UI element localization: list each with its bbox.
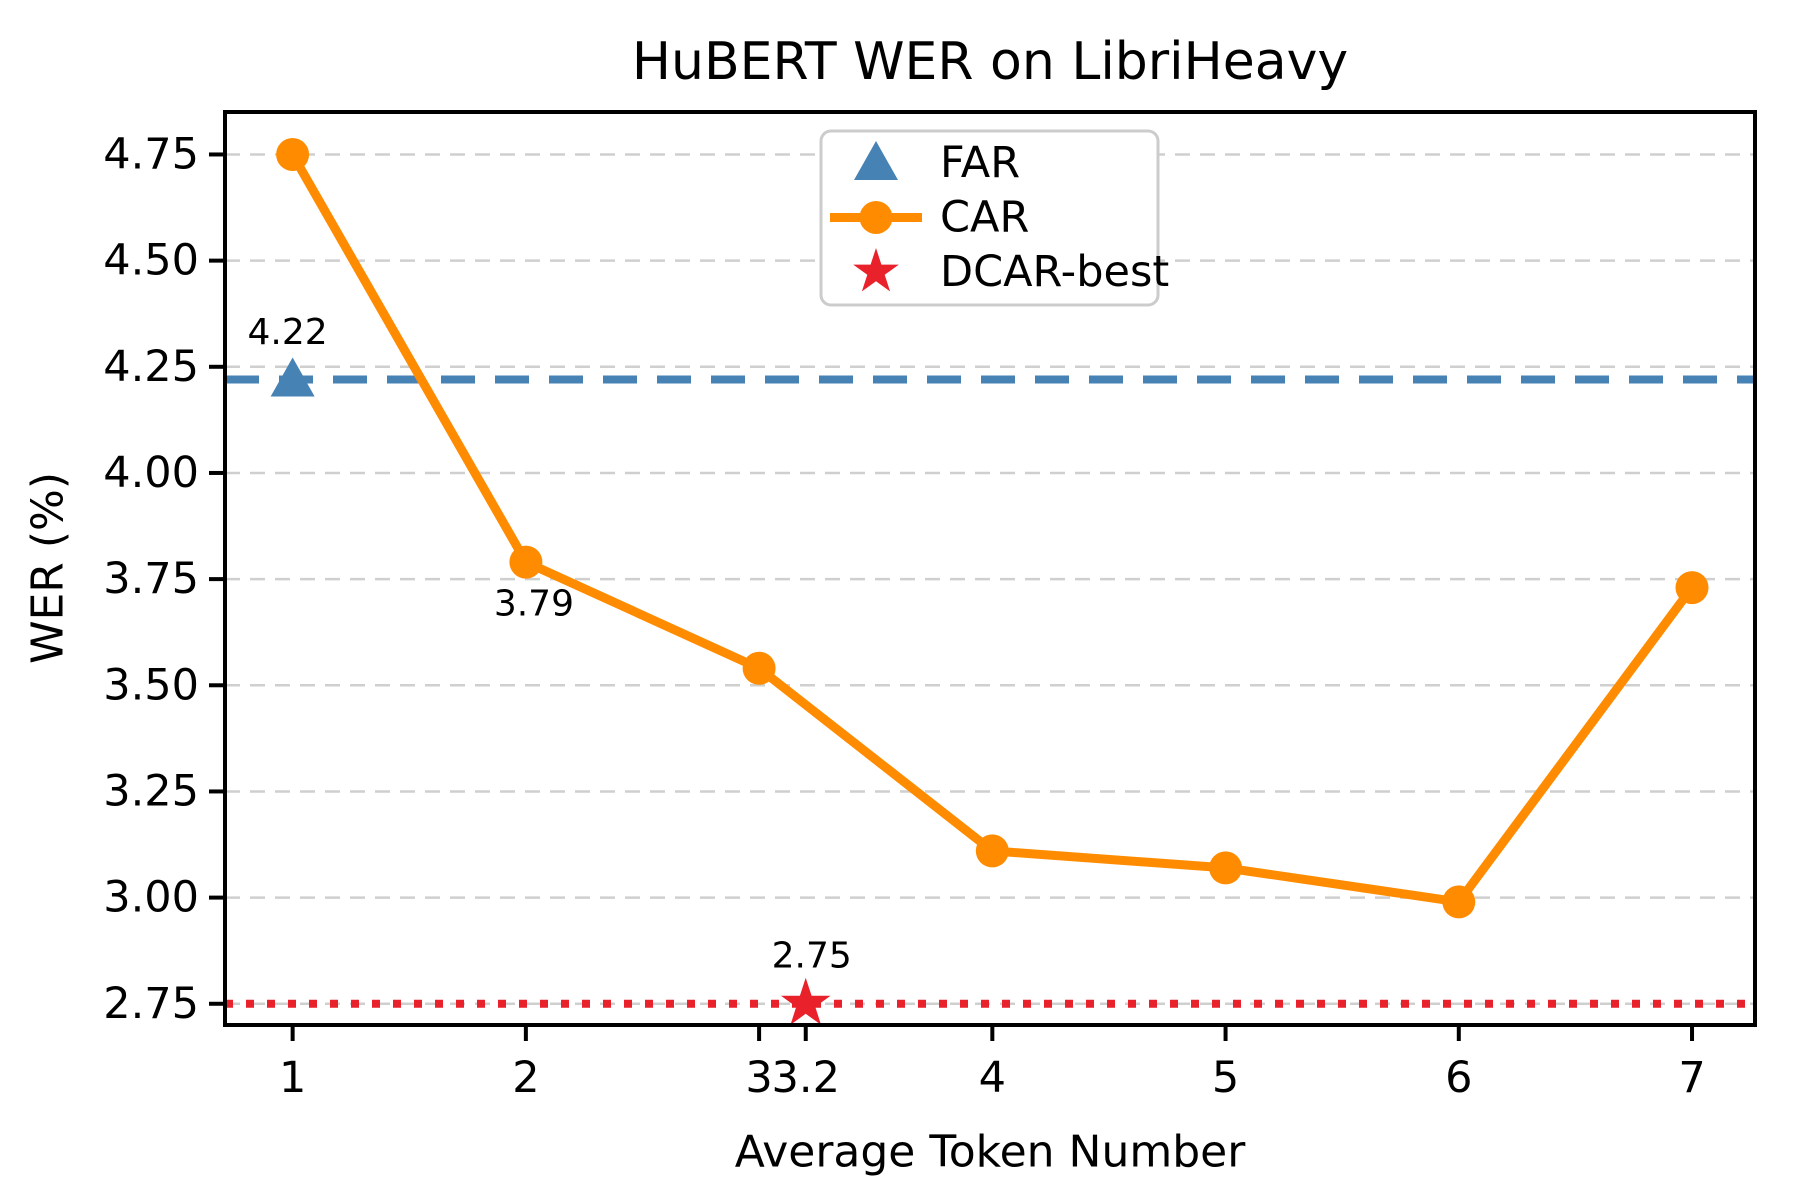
annotation-DCAR-best: 2.75 xyxy=(772,935,852,976)
y-axis-label: WER (%) xyxy=(23,472,74,664)
legend-label-FAR: FAR xyxy=(940,138,1020,188)
x-tick-label-4: 4 xyxy=(979,1053,1006,1103)
legend-marker-triangle xyxy=(854,141,898,180)
marker-DCAR-best-star xyxy=(781,977,831,1025)
legend-label-DCAR-best: DCAR-best xyxy=(940,247,1169,297)
plot-border xyxy=(223,110,1757,1027)
y-tick-label-3.50: 3.50 xyxy=(103,660,199,710)
y-tick-label-3.25: 3.25 xyxy=(103,766,199,816)
y-tick-label-4.50: 4.50 xyxy=(103,236,199,286)
y-tick-label-2.75: 2.75 xyxy=(103,979,199,1029)
x-tick-label-3.2: 3.2 xyxy=(772,1053,840,1103)
annotations: 4.22 3.79 2.75 xyxy=(248,312,852,976)
marker-CAR-point-7 xyxy=(1675,571,1709,605)
x-tick-label-5: 5 xyxy=(1212,1053,1239,1103)
legend-marker-star xyxy=(853,248,899,292)
marker-CAR-point-2 xyxy=(509,545,543,579)
y-tick-label-3.00: 3.00 xyxy=(103,873,199,923)
legend-label-CAR: CAR xyxy=(940,193,1029,243)
axes-frame xyxy=(223,110,1757,1027)
x-axis-label: Average Token Number xyxy=(735,1127,1247,1178)
annotation-FAR: 4.22 xyxy=(248,312,328,353)
x-tick-label-2: 2 xyxy=(512,1053,539,1103)
marker-FAR-triangle xyxy=(270,357,315,397)
marker-CAR-point-6 xyxy=(1442,885,1476,919)
x-tick-label-3: 3 xyxy=(745,1053,772,1103)
y-tick-label-4.75: 4.75 xyxy=(103,129,199,179)
marker-CAR-point-5 xyxy=(1209,851,1243,885)
legend-box xyxy=(819,129,1160,307)
tick-layer: 2.753.003.253.503.754.004.254.504.751 2 33… xyxy=(103,129,1705,1103)
y-tick-label-3.75: 3.75 xyxy=(103,554,199,604)
x-tick-label-1: 1 xyxy=(279,1053,306,1103)
series-layer xyxy=(225,138,1755,1025)
legend-marker-circle xyxy=(859,201,893,234)
chart-title: HuBERT WER on LibriHeavy xyxy=(632,32,1348,92)
x-tick-label-7: 7 xyxy=(1678,1053,1705,1103)
y-tick-label-4.00: 4.00 xyxy=(103,448,199,498)
marker-CAR-point-3 xyxy=(742,651,776,685)
x-tick-label-6: 6 xyxy=(1445,1053,1472,1103)
y-tick-label-4.25: 4.25 xyxy=(103,342,199,392)
marker-CAR-point-1 xyxy=(276,138,310,171)
annotation-CAR: 3.79 xyxy=(494,584,574,625)
marker-CAR-point-4 xyxy=(975,834,1009,868)
